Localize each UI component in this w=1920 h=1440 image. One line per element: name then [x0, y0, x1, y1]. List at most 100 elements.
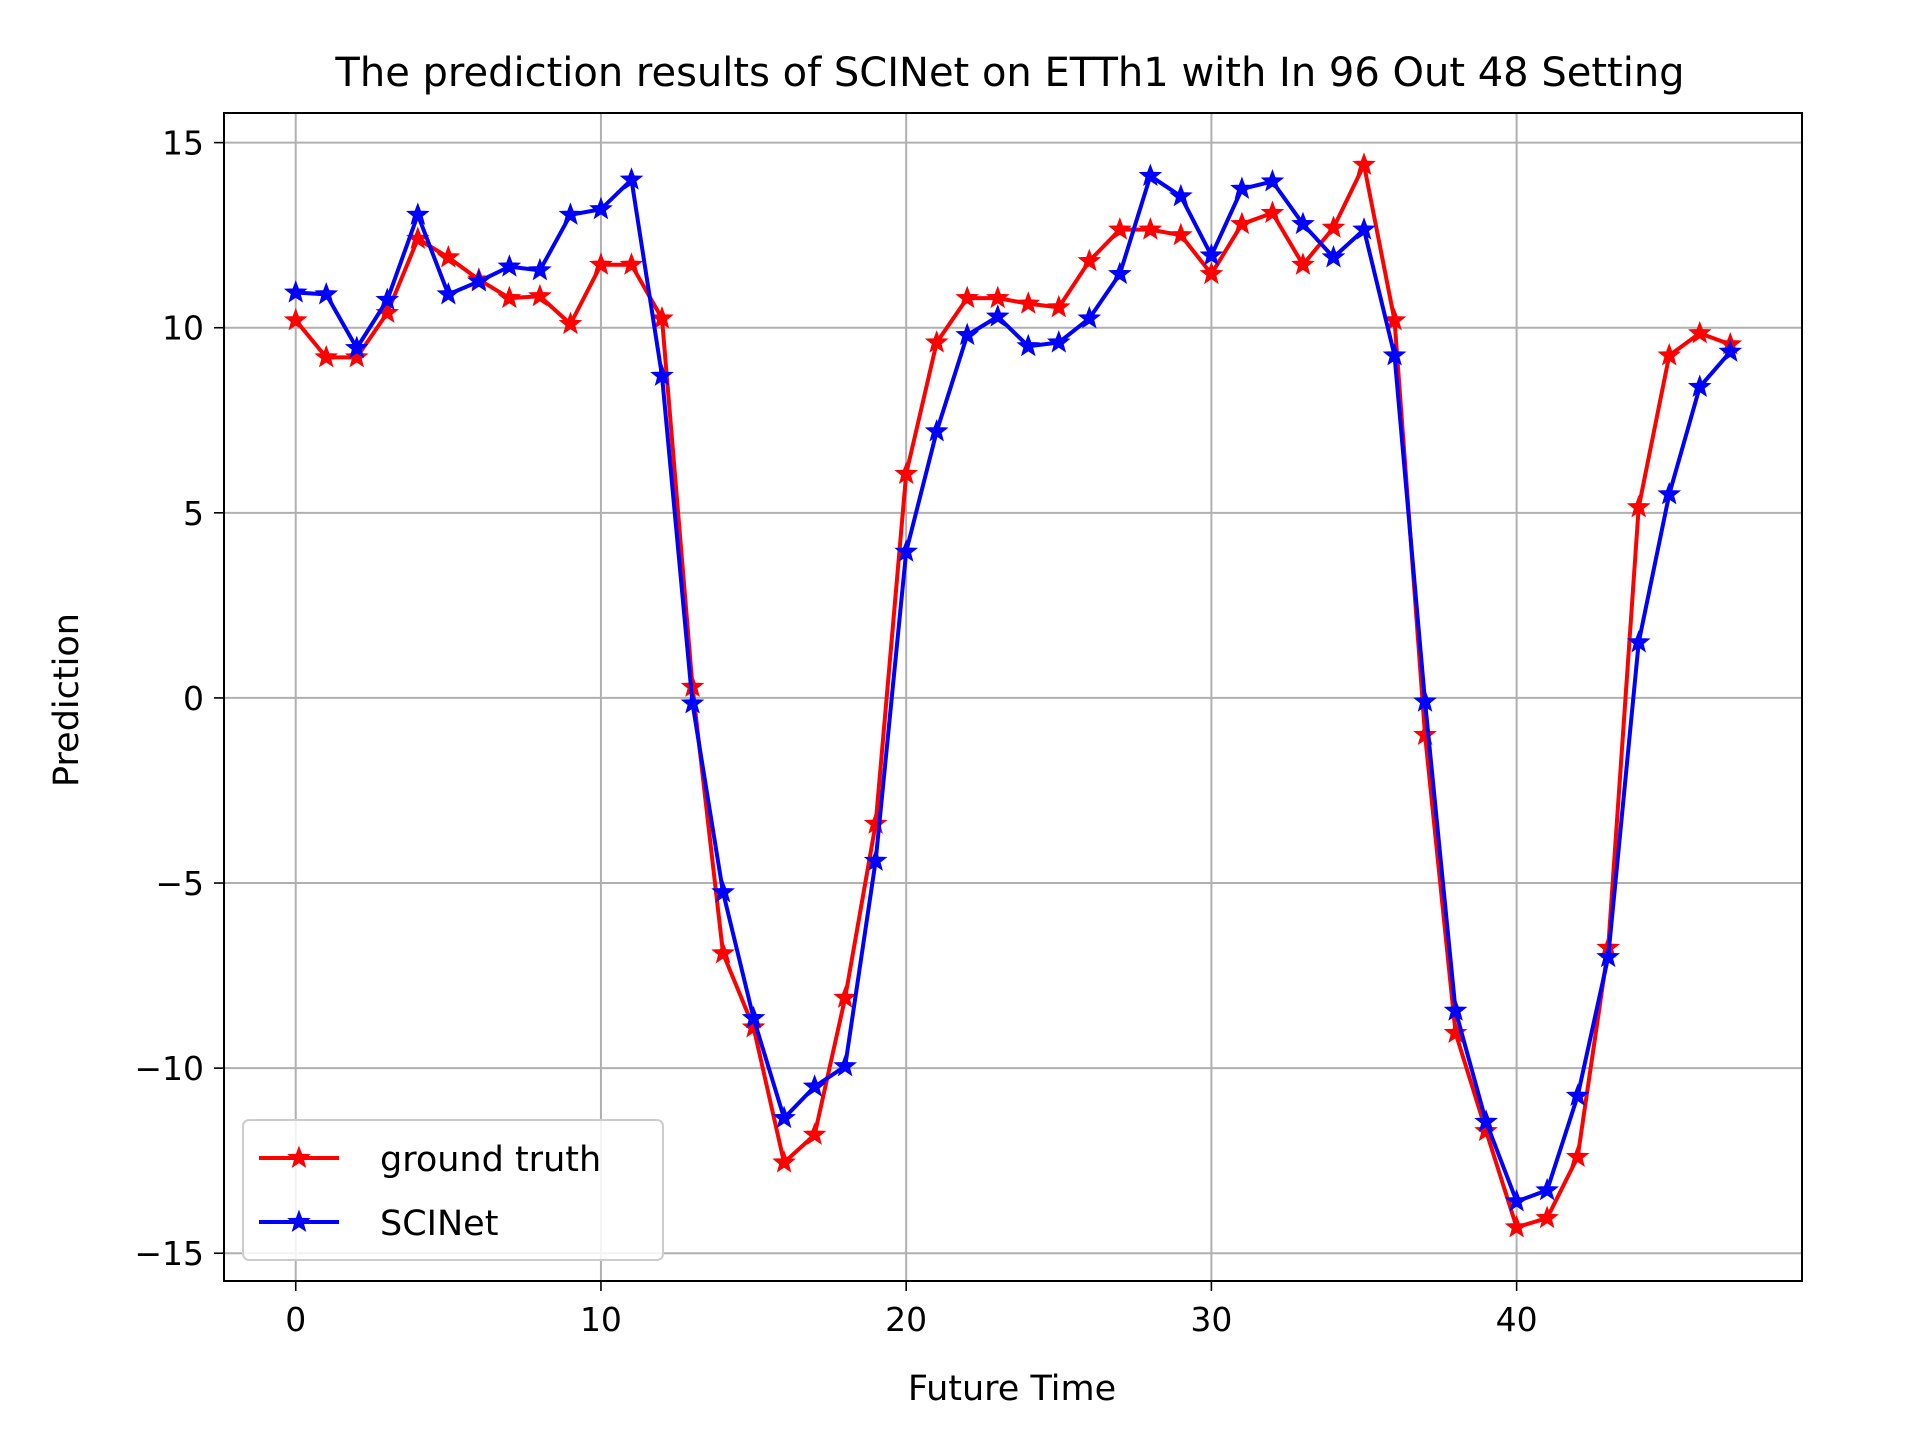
data-point-star	[1626, 629, 1651, 653]
grid	[224, 113, 1802, 1281]
y-tick-label: −10	[134, 1049, 204, 1088]
data-point-star	[1016, 291, 1041, 314]
x-tick-label: 0	[285, 1300, 306, 1339]
data-point-star	[375, 287, 400, 311]
data-point-star	[497, 254, 522, 277]
data-point-star	[283, 280, 308, 303]
data-point-star	[1687, 320, 1712, 344]
data-point-star	[1077, 306, 1102, 329]
legend-item: SCINet	[259, 1204, 498, 1244]
data-point-star	[772, 1105, 796, 1129]
x-tick-label: 20	[885, 1300, 927, 1339]
data-point-star	[863, 848, 888, 871]
data-point-star	[1535, 1177, 1559, 1201]
y-tick-label: 0	[183, 679, 204, 718]
data-point-star	[772, 1150, 796, 1173]
data-point-star	[405, 202, 430, 225]
data-point-star	[1596, 944, 1621, 968]
data-point-star	[1016, 333, 1041, 357]
data-point-star	[1291, 252, 1315, 275]
legend-item: ground truth	[259, 1140, 601, 1180]
data-point-star	[528, 257, 552, 281]
data-point-star	[1718, 339, 1743, 362]
data-point-star	[1413, 722, 1437, 746]
data-point-star	[1352, 152, 1376, 175]
data-point-star	[711, 879, 735, 903]
y-tick-label: 5	[183, 494, 204, 533]
data-point-star	[528, 283, 552, 307]
data-point-star	[497, 285, 522, 309]
data-point-star	[1413, 689, 1437, 712]
x-tick-label: 30	[1190, 1300, 1232, 1339]
data-point-star	[436, 244, 461, 268]
data-point-star	[619, 167, 644, 190]
data-point-star	[863, 811, 888, 834]
data-point-star	[1321, 244, 1346, 268]
data-point-star	[589, 252, 613, 275]
data-point-star	[1046, 330, 1071, 353]
legend-swatch-star	[287, 1145, 311, 1169]
x-tick-label: 40	[1496, 1300, 1538, 1339]
data-point-star	[558, 311, 583, 335]
legend-label: SCINet	[380, 1204, 498, 1244]
data-point-star	[741, 1005, 766, 1029]
data-point-star	[1169, 222, 1193, 246]
data-point-star	[283, 307, 308, 331]
data-point-star	[1291, 211, 1315, 235]
y-tick-label: −15	[134, 1234, 204, 1273]
data-point-star	[1199, 243, 1224, 266]
data-point-star	[1626, 494, 1651, 518]
series-layer	[283, 152, 1743, 1238]
data-point-star	[1230, 176, 1254, 199]
data-point-star	[1443, 1020, 1468, 1044]
data-point-star	[1108, 261, 1132, 285]
data-point-star	[894, 539, 918, 562]
data-point-star	[1687, 374, 1712, 398]
x-axis-label: Future Time	[908, 1369, 1116, 1409]
data-point-star	[1504, 1214, 1529, 1238]
data-point-star	[650, 363, 674, 386]
data-point-star	[344, 344, 369, 368]
data-point-star	[619, 252, 644, 275]
data-point-star	[436, 281, 461, 305]
data-point-star	[1443, 998, 1468, 1021]
data-point-star	[802, 1122, 827, 1145]
data-point-star	[833, 985, 857, 1008]
data-point-star	[955, 322, 980, 346]
series-scinet	[283, 163, 1743, 1212]
data-point-star	[314, 281, 339, 305]
data-point-star	[833, 1053, 857, 1077]
data-point-star	[589, 196, 613, 220]
legend-label: ground truth	[380, 1140, 601, 1180]
data-point-star	[1138, 217, 1163, 240]
x-axis: 0 10 20 30 40	[285, 1281, 1538, 1339]
series-ground-truth	[283, 152, 1743, 1238]
data-point-star	[1657, 343, 1682, 366]
data-point-star	[1169, 183, 1193, 207]
data-point-star	[467, 269, 491, 292]
x-tick-label: 10	[580, 1300, 622, 1339]
y-tick-label: 15	[162, 124, 204, 163]
data-point-star	[985, 285, 1010, 309]
data-point-star	[314, 344, 339, 368]
data-point-star	[1352, 217, 1376, 240]
legend-box	[242, 1119, 664, 1261]
data-point-star	[1535, 1205, 1559, 1229]
y-tick-label: 10	[162, 309, 204, 348]
data-point-star	[1138, 163, 1163, 186]
data-point-star	[1382, 343, 1407, 366]
data-point-star	[1077, 248, 1102, 272]
y-axis: 15 10 5 0 −5 −10 −15	[134, 124, 224, 1273]
data-point-star	[711, 940, 735, 964]
data-point-star	[894, 461, 918, 485]
data-point-star	[955, 285, 980, 309]
data-point-star	[1565, 1144, 1590, 1168]
y-tick-label: −5	[155, 864, 204, 903]
data-point-star	[1657, 481, 1682, 505]
legend: ground truth SCINet	[242, 1119, 664, 1261]
data-point-star	[1046, 294, 1071, 318]
data-point-star	[1230, 211, 1254, 235]
data-point-star	[1260, 200, 1285, 224]
